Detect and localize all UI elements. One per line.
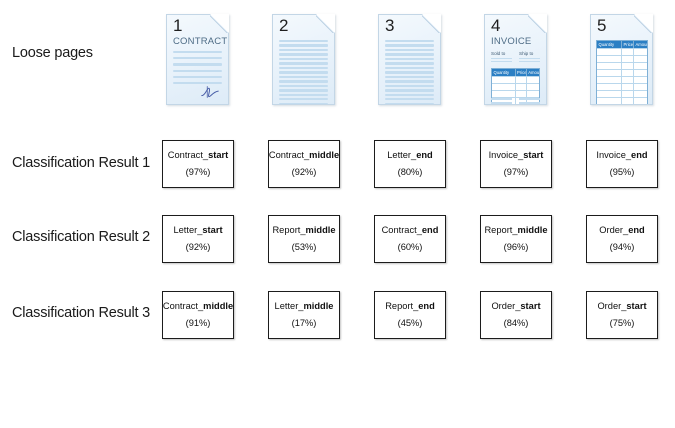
- document-number-label: 2: [279, 16, 289, 35]
- table-header-quantity: Quantity: [597, 41, 622, 48]
- confidence-value: (94%): [609, 241, 635, 252]
- page-fold-edge: [316, 14, 335, 33]
- table-row: [492, 76, 539, 83]
- classification-label: Order_start: [597, 300, 647, 311]
- table-header-price: Price: [517, 69, 527, 76]
- classification-label: Letter_end: [387, 149, 433, 160]
- classification-label: Order_start: [491, 300, 541, 311]
- table-row: [597, 55, 647, 62]
- confidence-value: (80%): [397, 166, 423, 177]
- confidence-value: (97%): [185, 166, 211, 177]
- table-row: [492, 83, 539, 90]
- row-label-classification-result-3: Classification Result 3: [12, 305, 151, 321]
- classification-label: Contract_end: [381, 224, 439, 235]
- table-row: [597, 48, 647, 55]
- confidence-value: (95%): [609, 166, 635, 177]
- classification-label: Invoice_end: [596, 149, 648, 160]
- confidence-value: (97%): [503, 166, 529, 177]
- classification-box-r2-c2[interactable]: Report_middle (53%): [268, 215, 340, 263]
- classification-box-r3-c1[interactable]: Contract_middle (91%): [162, 291, 234, 339]
- document-number-label: 5: [597, 16, 607, 35]
- confidence-value: (53%): [291, 241, 317, 252]
- classification-label: Report_middle: [272, 224, 336, 235]
- row-label-loose-pages: Loose pages: [12, 45, 93, 61]
- confidence-value: (75%): [609, 317, 635, 328]
- classification-box-r2-c3[interactable]: Contract_end (60%): [374, 215, 446, 263]
- classification-label: Order_end: [599, 224, 645, 235]
- document-thumbnail-1[interactable]: 1 CONTRACT: [166, 14, 229, 105]
- table-row: [597, 104, 647, 105]
- confidence-value: (60%): [397, 241, 423, 252]
- table-row: [492, 97, 539, 104]
- classification-box-r2-c4[interactable]: Report_middle (96%): [480, 215, 552, 263]
- classification-label: Contract_middle: [162, 300, 234, 311]
- classification-label: Contract_start: [167, 149, 229, 160]
- page-fold-edge: [210, 14, 229, 33]
- table-row: [492, 90, 539, 97]
- classification-box-r2-c1[interactable]: Letter_start (92%): [162, 215, 234, 263]
- classification-label: Letter_middle: [274, 300, 334, 311]
- classification-box-r1-c2[interactable]: Contract_middle (92%): [268, 140, 340, 188]
- confidence-value: (91%): [185, 317, 211, 328]
- classification-box-r2-c5[interactable]: Order_end (94%): [586, 215, 658, 263]
- confidence-value: (92%): [185, 241, 211, 252]
- document-thumbnail-5[interactable]: 5 QuantityPriceAmount: [590, 14, 653, 105]
- ship-to-label: Ship to: [519, 51, 534, 56]
- page-fold-edge: [422, 14, 441, 33]
- document-number-label: 3: [385, 16, 395, 35]
- table-row: [597, 83, 647, 90]
- document-number-label: 4: [491, 16, 501, 35]
- row-label-classification-result-2: Classification Result 2: [12, 229, 151, 245]
- document-number-label: 1: [173, 16, 183, 35]
- classification-box-r3-c4[interactable]: Order_start (84%): [480, 291, 552, 339]
- classification-label: Contract_middle: [268, 149, 340, 160]
- table-row: [597, 90, 647, 97]
- page-fold-edge: [634, 14, 653, 33]
- confidence-value: (17%): [291, 317, 317, 328]
- classification-label: Report_end: [385, 300, 435, 311]
- classification-box-r3-c2[interactable]: Letter_middle (17%): [268, 291, 340, 339]
- confidence-value: (96%): [503, 241, 529, 252]
- classification-box-r1-c5[interactable]: Invoice_end (95%): [586, 140, 658, 188]
- document-title-label: CONTRACT: [173, 36, 228, 47]
- classification-box-r1-c3[interactable]: Letter_end (80%): [374, 140, 446, 188]
- table-row: [597, 76, 647, 83]
- document-thumbnail-3[interactable]: 3: [378, 14, 441, 105]
- classification-label: Report_middle: [484, 224, 548, 235]
- classification-box-r3-c3[interactable]: Report_end (45%): [374, 291, 446, 339]
- table-header-amount: Amount: [635, 42, 648, 47]
- page-fold-edge: [528, 14, 547, 33]
- signature-icon: [201, 86, 219, 98]
- classification-label: Invoice_start: [488, 149, 544, 160]
- table-row: [597, 97, 647, 104]
- classification-box-r3-c5[interactable]: Order_start (75%): [586, 291, 658, 339]
- document-thumbnail-2[interactable]: 2: [272, 14, 335, 105]
- confidence-value: (92%): [291, 166, 317, 177]
- classification-label: Letter_start: [173, 224, 223, 235]
- table-header-quantity: Quantity: [492, 69, 516, 76]
- table-header-amount: Amount: [528, 70, 539, 75]
- classification-box-r1-c1[interactable]: Contract_start (97%): [162, 140, 234, 188]
- confidence-value: (45%): [397, 317, 423, 328]
- table-header-price: Price: [623, 41, 634, 48]
- confidence-value: (84%): [503, 317, 529, 328]
- document-title-label: INVOICE: [491, 36, 532, 47]
- classification-box-r1-c4[interactable]: Invoice_start (97%): [480, 140, 552, 188]
- table-row: [597, 62, 647, 69]
- sold-to-label: Sold to: [491, 51, 506, 56]
- table-row: [597, 69, 647, 76]
- row-label-classification-result-1: Classification Result 1: [12, 155, 151, 171]
